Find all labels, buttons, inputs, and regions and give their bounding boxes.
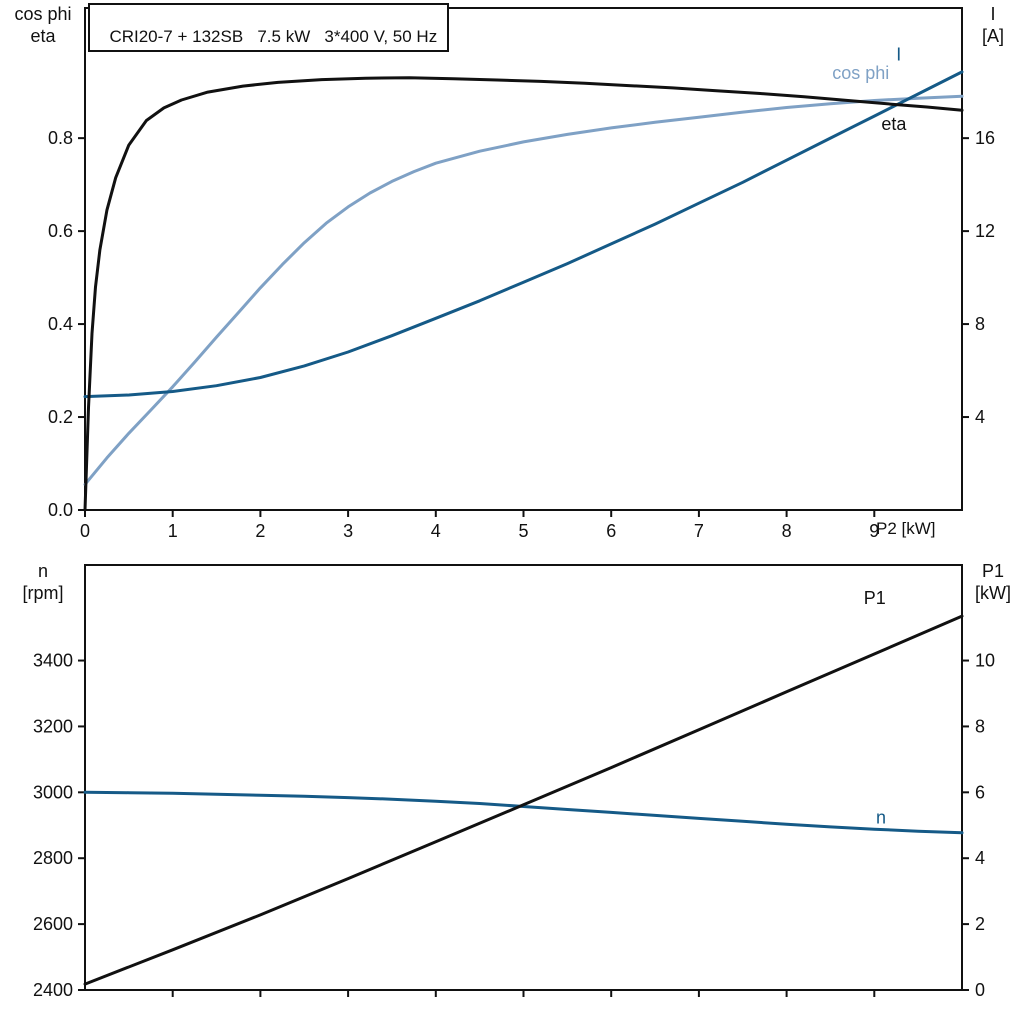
right-axis-label-amps-unit: [A] (981, 26, 1004, 46)
left-axis-label-eta: eta (30, 26, 56, 46)
svg-text:0: 0 (975, 980, 985, 1000)
svg-text:3200: 3200 (33, 716, 73, 736)
svg-text:3: 3 (343, 521, 353, 541)
svg-text:4: 4 (975, 848, 985, 868)
svg-text:6: 6 (606, 521, 616, 541)
chart-title: CRI20-7 + 132SB 7.5 kW 3*400 V, 50 Hz (109, 27, 438, 46)
svg-text:12: 12 (975, 221, 995, 241)
svg-text:4: 4 (431, 521, 441, 541)
x-axis-label: P2 [kW] (876, 519, 936, 538)
svg-text:2400: 2400 (33, 980, 73, 1000)
svg-text:8: 8 (975, 314, 985, 334)
svg-text:2600: 2600 (33, 914, 73, 934)
right-axis-label-current: I (990, 4, 996, 24)
top-left-axis-title: cos phi eta (4, 3, 82, 47)
bottom-right-axis-title: P1 [kW] (966, 560, 1020, 604)
svg-text:2800: 2800 (33, 848, 73, 868)
svg-text:7: 7 (694, 521, 704, 541)
svg-text:6: 6 (975, 782, 985, 802)
svg-text:5: 5 (518, 521, 528, 541)
svg-text:8: 8 (782, 521, 792, 541)
svg-text:0.6: 0.6 (48, 221, 73, 241)
svg-text:8: 8 (975, 716, 985, 736)
svg-text:eta: eta (881, 114, 907, 134)
svg-text:1: 1 (168, 521, 178, 541)
svg-text:0: 0 (80, 521, 90, 541)
svg-text:0.0: 0.0 (48, 500, 73, 520)
left-axis-label-cos-phi: cos phi (14, 4, 72, 24)
chart-title-box: CRI20-7 + 132SB 7.5 kW 3*400 V, 50 Hz (88, 3, 450, 52)
svg-text:0.4: 0.4 (48, 314, 73, 334)
right-axis-label-p1: P1 (981, 561, 1005, 581)
svg-text:0.8: 0.8 (48, 128, 73, 148)
svg-text:16: 16 (975, 128, 995, 148)
left-axis-label-speed: n (37, 561, 48, 581)
bottom-left-axis-title: n [rpm] (4, 560, 82, 604)
right-axis-label-kw-unit: [kW] (975, 583, 1011, 603)
svg-text:4: 4 (975, 407, 985, 427)
svg-text:n: n (876, 807, 886, 827)
svg-text:cos phi: cos phi (832, 63, 889, 83)
svg-text:3400: 3400 (33, 651, 73, 671)
svg-text:10: 10 (975, 651, 995, 671)
svg-text:2: 2 (255, 521, 265, 541)
svg-text:3000: 3000 (33, 782, 73, 802)
svg-text:2: 2 (975, 914, 985, 934)
svg-text:I: I (896, 44, 901, 64)
svg-text:P1: P1 (864, 588, 886, 608)
svg-text:9: 9 (869, 521, 879, 541)
top-right-axis-title: I [A] (966, 3, 1020, 47)
left-axis-label-rpm-unit: [rpm] (22, 583, 64, 603)
svg-text:0.2: 0.2 (48, 407, 73, 427)
